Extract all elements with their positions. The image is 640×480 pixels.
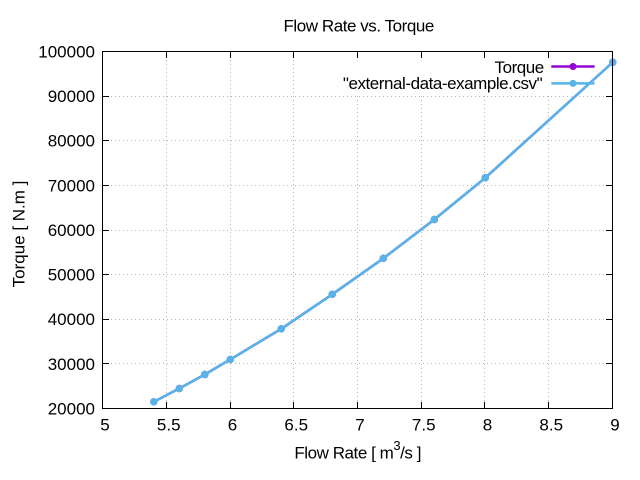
svg-text:80000: 80000 <box>48 132 95 151</box>
svg-text:6: 6 <box>228 416 237 435</box>
svg-text:6.5: 6.5 <box>284 416 308 435</box>
svg-text:50000: 50000 <box>48 266 95 285</box>
svg-text:70000: 70000 <box>48 176 95 195</box>
svg-text:Torque [ N.m ]: Torque [ N.m ] <box>10 181 29 288</box>
svg-text:9: 9 <box>610 416 619 435</box>
svg-text:7.5: 7.5 <box>412 416 436 435</box>
svg-text:90000: 90000 <box>48 87 95 106</box>
svg-text:5: 5 <box>100 416 109 435</box>
svg-text:Torque: Torque <box>495 58 544 77</box>
svg-text:100000: 100000 <box>38 42 95 61</box>
svg-text:60000: 60000 <box>48 221 95 240</box>
svg-text:Flow Rate vs. Torque: Flow Rate vs. Torque <box>284 17 434 36</box>
svg-text:7: 7 <box>355 416 364 435</box>
svg-text:8: 8 <box>483 416 492 435</box>
svg-text:20000: 20000 <box>48 399 95 418</box>
svg-text:30000: 30000 <box>48 355 95 374</box>
svg-text:"external-data-example.csv": "external-data-example.csv" <box>343 74 543 93</box>
svg-text:40000: 40000 <box>48 310 95 329</box>
svg-text:5.5: 5.5 <box>157 416 181 435</box>
svg-text:8.5: 8.5 <box>539 416 563 435</box>
